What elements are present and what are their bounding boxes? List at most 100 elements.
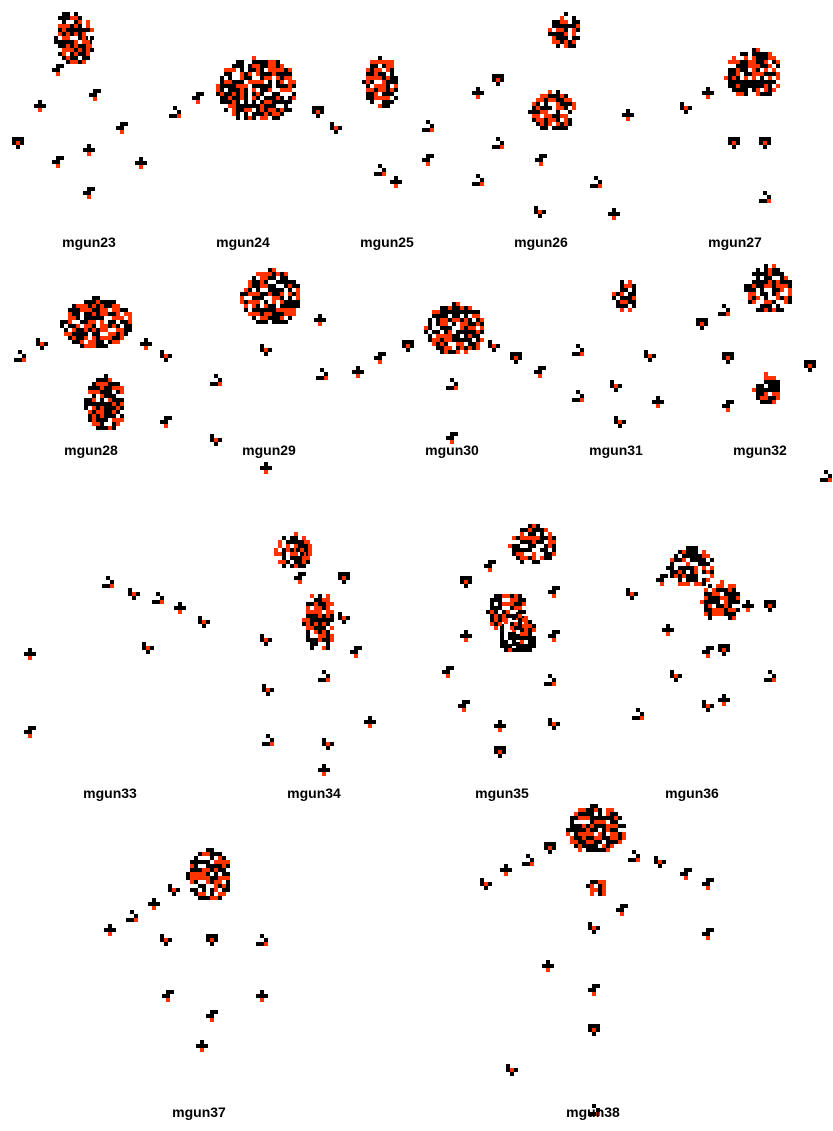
live-cell: [674, 570, 678, 574]
live-cell: [330, 618, 334, 622]
live-cell-new: [566, 832, 570, 836]
live-cell: [136, 592, 140, 596]
live-cell: [556, 98, 560, 102]
live-cell: [214, 864, 218, 868]
live-cell: [542, 964, 546, 968]
live-cell-new: [252, 56, 256, 60]
live-cell: [772, 284, 776, 288]
live-cell: [570, 820, 574, 824]
live-cell: [494, 724, 498, 728]
live-cell: [602, 848, 606, 852]
live-cell: [756, 308, 760, 312]
live-cell: [224, 108, 228, 112]
live-cell: [760, 76, 764, 80]
live-cell: [630, 596, 634, 600]
live-cell: [314, 318, 318, 322]
live-cell: [194, 888, 198, 892]
live-cell: [632, 292, 636, 296]
live-cell: [552, 94, 556, 98]
live-cell: [536, 560, 540, 564]
live-cell-new: [92, 390, 96, 394]
live-cell: [462, 704, 466, 708]
live-cell: [544, 544, 548, 548]
live-cell: [552, 536, 556, 540]
live-cell-new: [552, 540, 556, 544]
live-cell: [338, 616, 342, 620]
live-cell: [182, 606, 186, 610]
live-cell: [582, 828, 586, 832]
live-cell: [516, 636, 520, 640]
live-cell-new: [776, 396, 780, 400]
live-cell: [654, 856, 658, 860]
live-cell: [598, 848, 602, 852]
live-cell-new: [552, 594, 556, 598]
live-cell: [468, 342, 472, 346]
live-cell-new: [86, 40, 90, 44]
live-cell-new: [272, 64, 276, 68]
live-cell: [264, 320, 268, 324]
live-cell-new: [96, 300, 100, 304]
live-cell: [284, 280, 288, 284]
live-cell-new: [564, 20, 568, 24]
live-cell: [454, 382, 458, 386]
live-cell-new: [66, 56, 70, 60]
live-cell: [768, 384, 772, 388]
live-cell: [472, 342, 476, 346]
live-cell: [112, 394, 116, 398]
live-cell: [772, 380, 776, 384]
live-cell: [572, 16, 576, 20]
live-cell: [244, 72, 248, 76]
live-cell-new: [260, 104, 264, 108]
live-cell: [266, 742, 270, 746]
live-cell: [66, 40, 70, 44]
live-cell: [760, 288, 764, 292]
live-cell: [620, 284, 624, 288]
live-cell-new: [116, 418, 120, 422]
live-cell: [550, 964, 554, 968]
live-cell: [480, 91, 484, 95]
live-cell: [464, 326, 468, 330]
live-cell: [748, 72, 752, 76]
live-cell: [126, 918, 130, 922]
live-cell-new: [436, 334, 440, 338]
live-cell-new: [712, 592, 716, 596]
live-cell-new: [62, 48, 66, 52]
live-cell: [22, 354, 26, 358]
live-cell-new: [56, 72, 60, 76]
live-cell-new: [202, 868, 206, 872]
live-cell: [294, 560, 298, 564]
live-cell: [618, 424, 622, 428]
live-cell-new: [272, 112, 276, 116]
live-cell-new: [548, 544, 552, 548]
live-cell: [390, 100, 394, 104]
live-cell: [764, 296, 768, 300]
live-cell: [144, 342, 148, 346]
live-cell: [572, 36, 576, 40]
pattern-label-mgun37: mgun37: [172, 1104, 226, 1120]
live-cell: [210, 856, 214, 860]
live-cell: [708, 608, 712, 612]
live-cell: [272, 312, 276, 316]
live-cell: [300, 552, 304, 556]
live-cell: [156, 902, 160, 906]
live-cell-new: [724, 76, 728, 80]
live-cell: [490, 598, 494, 602]
live-cell-new: [494, 614, 498, 618]
live-cell: [736, 88, 740, 92]
pattern-label-mgun33: mgun33: [83, 785, 137, 801]
live-cell-new: [116, 422, 120, 426]
live-cell: [440, 314, 444, 318]
live-cell-new: [326, 614, 330, 618]
live-cell: [498, 602, 502, 606]
live-cell-new: [406, 344, 410, 348]
live-cell-new: [538, 210, 542, 214]
live-cell: [56, 156, 60, 160]
live-cell: [720, 604, 724, 608]
live-cell: [532, 528, 536, 532]
live-cell: [506, 1064, 510, 1068]
live-cell: [322, 738, 326, 742]
live-cell-new: [716, 608, 720, 612]
live-cell-new: [264, 112, 268, 116]
live-cell: [760, 80, 764, 84]
pattern-label-mgun28: mgun28: [64, 442, 118, 458]
